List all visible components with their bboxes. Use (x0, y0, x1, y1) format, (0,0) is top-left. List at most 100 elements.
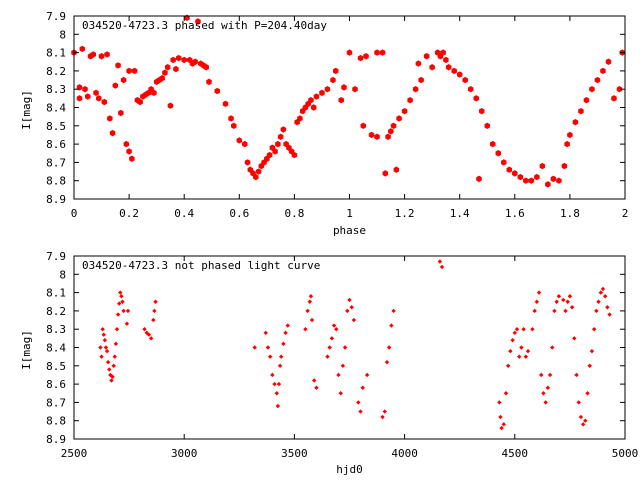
phased-point (564, 140, 570, 148)
unphased-x-axis-label: hjd0 (336, 463, 363, 476)
phased-point (550, 175, 557, 183)
unphased-point (391, 308, 396, 314)
unphased-points (98, 259, 612, 431)
phased-point (170, 56, 176, 64)
unphased-point (600, 286, 606, 292)
phased-point (473, 95, 479, 102)
unphased-point (576, 400, 581, 405)
unphased-point (305, 308, 310, 314)
unphased-point (329, 336, 335, 341)
phased-frame (73, 15, 626, 200)
phased-x-tick-label: 1.8 (560, 207, 580, 220)
unphased-point (534, 299, 540, 304)
unphased-point (580, 422, 586, 427)
unphased-point (314, 385, 319, 390)
phased-y-tick-label: 8.2 (46, 65, 66, 78)
unphased-point (119, 294, 124, 299)
phased-point (512, 170, 518, 177)
phased-y-tick-label: 8.3 (46, 83, 66, 96)
phased-y-tick-label: 8.7 (46, 156, 66, 169)
phased-point (412, 86, 419, 93)
phased-point (346, 49, 353, 56)
unphased-point (583, 418, 588, 423)
phased-point (195, 18, 201, 25)
unphased-x-tick-label: 2500 (61, 447, 88, 460)
unphased-point (275, 403, 281, 409)
phased-point (456, 71, 463, 78)
unphased-point (336, 372, 341, 378)
phased-point (272, 148, 278, 155)
unphased-point (602, 294, 608, 299)
phased-point (517, 173, 524, 181)
unphased-point (605, 305, 610, 310)
unphased-point (116, 301, 122, 306)
phased-x-tick-label: 1.4 (450, 207, 470, 220)
unphased-point (124, 321, 130, 326)
phased-point (423, 53, 430, 60)
unphased-point (505, 363, 511, 368)
phased-point (181, 56, 187, 64)
unphased-point (331, 323, 337, 328)
phased-point (275, 140, 281, 148)
unphased-point (252, 345, 257, 350)
phased-point (357, 54, 364, 62)
unphased-point (532, 308, 537, 314)
phased-point (151, 89, 157, 97)
phased-point (467, 86, 474, 93)
unphased-point (113, 341, 119, 347)
unphased-point (382, 409, 387, 414)
unphased-y-tick-label: 8.8 (46, 415, 66, 428)
unphased-point (498, 414, 503, 420)
phased-point (616, 86, 623, 93)
unphased-point (325, 354, 330, 359)
unphased-point (539, 372, 544, 378)
unphased-point (120, 299, 125, 304)
unphased-point (386, 345, 392, 350)
unphased-point (345, 308, 350, 314)
unphased-point (114, 327, 120, 332)
unphased-y-tick-label: 8 (59, 268, 66, 281)
phased-point (291, 151, 298, 159)
unphased-point (497, 400, 502, 405)
phased-point (255, 168, 262, 175)
phased-y-tick-label: 8.4 (46, 102, 66, 115)
phased-point (98, 53, 105, 60)
phased-point (129, 155, 135, 162)
phased-point (332, 67, 339, 75)
unphased-point (151, 317, 156, 323)
phased-y-tick-label: 8.1 (46, 47, 66, 60)
unphased-y-tick-label: 8.1 (46, 287, 66, 300)
unphased-y-tick-label: 7.9 (46, 250, 66, 263)
unphased-frame (73, 255, 626, 440)
phased-y-tick-label: 8.9 (46, 193, 66, 206)
phased-point (107, 115, 113, 122)
phased-point (390, 122, 397, 129)
unphased-point (567, 294, 573, 299)
phased-point (539, 162, 546, 170)
unphased-point (574, 372, 579, 378)
phased-point (330, 76, 336, 84)
unphased-point (267, 354, 273, 359)
phased-point (85, 93, 91, 100)
unphased-point (327, 345, 332, 350)
phased-point (214, 87, 221, 95)
unphased-x-tick-label: 4500 (502, 447, 529, 460)
unphased-point (545, 385, 551, 390)
phased-point (583, 96, 590, 104)
unphased-point (309, 317, 315, 323)
phased-y-axis-label: I[mag] (20, 90, 33, 130)
phased-point (440, 49, 446, 56)
phased-y-tick-label: 7.9 (46, 10, 66, 23)
unphased-point (101, 332, 106, 337)
unphased-point (519, 345, 524, 350)
unphased-point (276, 381, 282, 387)
unphased-y-tick-label: 8.4 (46, 342, 66, 355)
phased-point (310, 104, 317, 111)
phased-point (162, 69, 168, 76)
phased-point (594, 76, 601, 84)
unphased-point (543, 400, 548, 405)
phased-point (192, 58, 198, 65)
phased-point (173, 65, 179, 73)
phased-x-axis-label: phase (333, 224, 366, 237)
